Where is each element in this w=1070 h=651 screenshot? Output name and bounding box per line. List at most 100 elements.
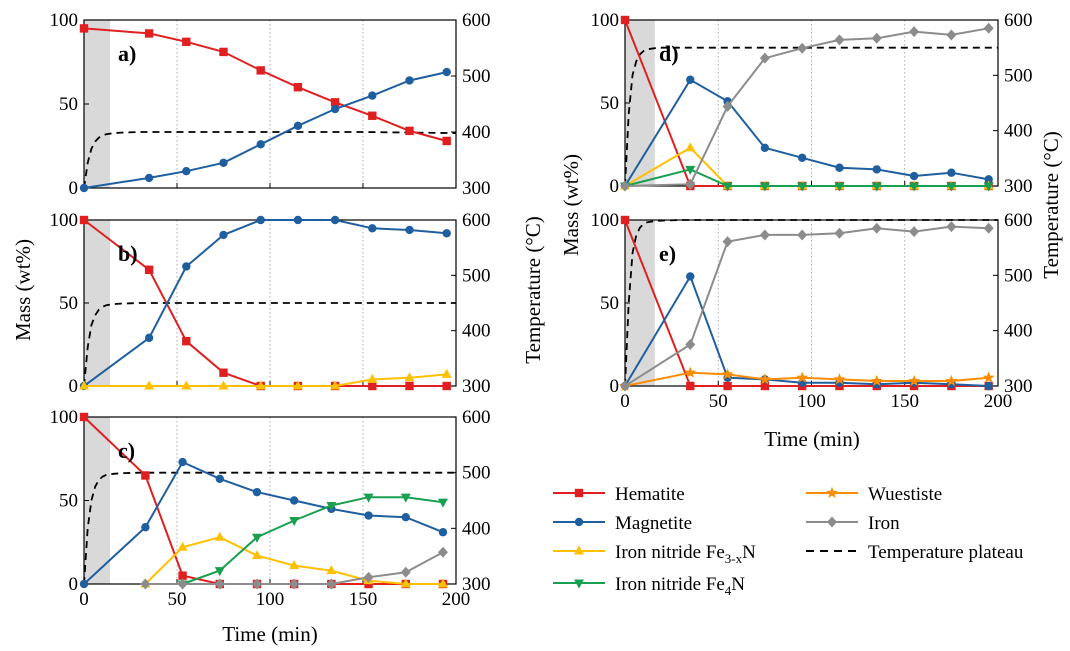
panel-a: 0 50 100 300 400 500 600 a) bbox=[50, 10, 491, 199]
panel-e-series-hematite bbox=[620, 215, 993, 391]
panel-d-fe3xn-point bbox=[685, 142, 696, 152]
panel-c-fe4n-point bbox=[326, 502, 337, 512]
panel-b-fe3xn-point bbox=[255, 380, 266, 390]
panel-b-temperature-plateau-line bbox=[83, 302, 456, 387]
panel-d-magnetite-point bbox=[760, 143, 770, 153]
panel-d-magnetite-point bbox=[947, 168, 956, 177]
panel-b-y2tick-label: 500 bbox=[462, 265, 491, 286]
panel-e-wuestite-point bbox=[870, 374, 883, 387]
panel-a-magnetite-point bbox=[330, 104, 340, 114]
legend-label-plateau: Temperature plateau bbox=[868, 542, 1024, 563]
panel-c-iron-point bbox=[400, 566, 411, 578]
panel-d-fe3xn-line bbox=[624, 146, 989, 187]
panel-b-magnetite-point bbox=[219, 230, 228, 240]
panel-e-iron-point bbox=[620, 380, 630, 392]
panel-a-temperature-plateau-line bbox=[83, 131, 457, 189]
panel-b-magnetite-point bbox=[368, 224, 377, 233]
legend-label-wuestite: Wuestiste bbox=[868, 484, 942, 505]
panel-d-label: d) bbox=[659, 41, 679, 66]
panel-e-y2tick-label: 500 bbox=[1004, 265, 1033, 286]
panel-d-iron-point bbox=[871, 32, 882, 44]
panel-e-iron-point bbox=[722, 236, 733, 248]
panel-b-magnetite-point bbox=[330, 215, 340, 225]
panel-d-fe4n-point bbox=[946, 182, 957, 192]
panel-c-ytick-label: 50 bbox=[59, 491, 78, 512]
panel-b-series-magnetite bbox=[79, 215, 451, 391]
panel-c-magnetite-point bbox=[141, 523, 150, 532]
panel-a-magnetite-point bbox=[144, 173, 154, 183]
panel-b-hematite-point bbox=[368, 381, 377, 391]
panel-e-ytick-label: 100 bbox=[591, 210, 620, 231]
panel-e-ytick-label: 0 bbox=[610, 376, 620, 397]
panel-a-hematite-point bbox=[79, 24, 89, 33]
panel-a-label: a) bbox=[118, 41, 136, 66]
panel-d-iron-point bbox=[685, 178, 696, 190]
panel-b-magnetite-point bbox=[405, 225, 414, 235]
panel-b-ytick-label: 100 bbox=[50, 210, 79, 231]
panel-c-fe4n-point bbox=[400, 493, 411, 503]
right-xlabel: Time (min) bbox=[764, 427, 859, 451]
panel-d-y2tick-label: 300 bbox=[1004, 176, 1033, 197]
panel-c-hematite-point bbox=[141, 471, 150, 480]
panel-b-fe3xn-point bbox=[181, 380, 192, 390]
panel-d-magnetite-point bbox=[909, 171, 919, 181]
panel-a-magnetite-point bbox=[293, 121, 303, 131]
panel-d-ytick-label: 0 bbox=[610, 176, 620, 197]
right-ylabel: Mass (wt%) bbox=[559, 154, 583, 256]
panel-a-hematite-point bbox=[256, 66, 265, 75]
panel-d-magnetite-point bbox=[797, 153, 807, 162]
panel-e-iron-point bbox=[946, 221, 957, 233]
panel-c-fe3xn-point bbox=[214, 531, 225, 541]
panel-c-magnetite-point bbox=[401, 513, 410, 522]
panel-e-hematite-point bbox=[760, 381, 770, 391]
panel-c-series-fe4n bbox=[177, 493, 448, 590]
panel-e-y2tick-label: 400 bbox=[1004, 321, 1033, 342]
panel-c-fe3xn-point bbox=[289, 560, 300, 570]
panel-c-magnetite-point bbox=[252, 487, 262, 497]
panel-e-iron-point bbox=[834, 227, 845, 239]
panel-d-fe4n-line bbox=[624, 168, 989, 187]
panel-c-fe4n-point bbox=[251, 533, 262, 543]
panel-d-iron-point bbox=[620, 180, 630, 192]
panel-c-xtick-label: 0 bbox=[79, 589, 89, 610]
panel-d-fe4n-point bbox=[797, 182, 808, 192]
panel-d-iron-point bbox=[834, 34, 845, 46]
panel-b-magnetite-point bbox=[293, 215, 303, 225]
panel-e-iron-point bbox=[685, 339, 696, 350]
panel-c-magnetite-point bbox=[215, 474, 224, 483]
panel-c-fe3xn-point bbox=[177, 541, 188, 551]
legend-marker-magnetite bbox=[574, 517, 584, 527]
panel-c-magnetite-line bbox=[83, 460, 444, 585]
panel-d-ytick-label: 100 bbox=[591, 10, 620, 31]
panel-e-iron-point bbox=[797, 229, 808, 241]
panel-c-magnetite-point bbox=[438, 528, 448, 537]
panel-e-series-iron bbox=[620, 221, 994, 392]
panel-d-fe4n-point bbox=[722, 182, 733, 192]
panel-c-fe4n-point bbox=[214, 567, 225, 577]
panel-e-xtick-label: 200 bbox=[984, 391, 1013, 412]
panel-b-y2tick-label: 600 bbox=[462, 210, 491, 231]
panel-d-hematite-point bbox=[620, 15, 630, 25]
panel-e-wuestite-point bbox=[721, 368, 734, 380]
panel-a-magnetite-point bbox=[79, 183, 89, 193]
panel-e-iron-point bbox=[871, 222, 882, 234]
panel-a-y2tick-label: 400 bbox=[462, 122, 491, 143]
panel-c-magnetite-point bbox=[364, 511, 373, 520]
panel-b-fe3xn-line bbox=[84, 373, 447, 387]
left-xlabel: Time (min) bbox=[222, 622, 317, 646]
legend-item-magnetite: Magnetite bbox=[553, 513, 692, 534]
panel-a-hematite-point bbox=[182, 37, 191, 47]
panel-e-wuestite-point bbox=[684, 366, 697, 378]
panel-c-xtick-label: 200 bbox=[442, 589, 471, 610]
panel-c-iron-point bbox=[214, 578, 225, 590]
panel-c-y2tick-label: 300 bbox=[462, 574, 491, 595]
panel-b-hematite-point bbox=[442, 381, 451, 391]
legend-item-fe4n: Iron nitride Fe4N bbox=[553, 574, 745, 598]
panel-c-y2tick-label: 500 bbox=[462, 463, 491, 484]
panel-a-y2tick-label: 300 bbox=[462, 178, 491, 199]
panel-e-iron-point bbox=[759, 229, 770, 241]
panel-c-ytick-label: 0 bbox=[69, 574, 79, 595]
panel-a-y2tick-label: 600 bbox=[462, 10, 491, 31]
panel-e-hematite-point bbox=[620, 215, 630, 225]
panel-d-fe4n-point bbox=[909, 182, 920, 192]
